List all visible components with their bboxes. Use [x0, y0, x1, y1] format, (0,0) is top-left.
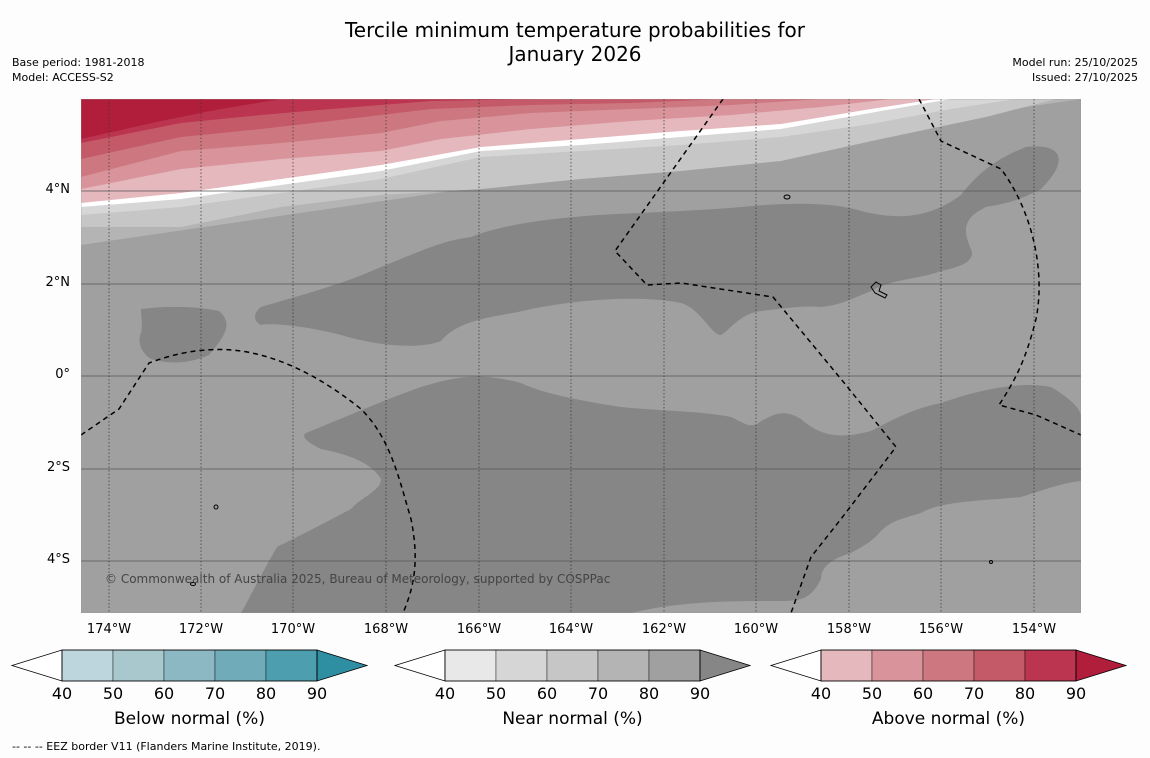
- colorbar-label-near: Near normal (%): [502, 709, 643, 729]
- near-normal-90-central-region: [255, 146, 1059, 346]
- x-tick-164w: 164°W: [548, 622, 594, 637]
- colorbar-label-below: Below normal (%): [114, 709, 265, 729]
- title-line-1: Tercile minimum temperature probabilitie…: [344, 18, 806, 42]
- colorbar-segment: [546, 649, 599, 682]
- colorbar-high-extension: [699, 649, 752, 682]
- colorbar-tick-label: 50: [861, 684, 883, 703]
- colorbar-high-extension: [1075, 649, 1128, 682]
- meridians: [108, 99, 1035, 613]
- model-text: Model: ACCESS-S2: [12, 71, 114, 84]
- colorbar-above-normal: [769, 649, 1128, 682]
- graticule: [81, 190, 1081, 562]
- copyright-text: © Commonwealth of Australia 2025, Bureau…: [105, 572, 610, 586]
- colorbar-high-extension: [316, 649, 369, 682]
- colorbar-below-normal: [10, 649, 369, 682]
- island: [989, 560, 993, 564]
- y-tick-2s: 2°S: [46, 460, 70, 475]
- colorbar-tick-label: 70: [204, 684, 226, 703]
- colorbars: [10, 649, 1128, 682]
- y-tick-0: 0°: [55, 367, 70, 382]
- eez-footnote: -- -- -- EEZ border V11 (Flanders Marine…: [12, 740, 321, 753]
- colorbar-segment: [444, 649, 497, 682]
- x-tick-168w: 168°W: [363, 622, 409, 637]
- x-tick-158w: 158°W: [826, 622, 872, 637]
- near-normal-90-western-blob: [139, 306, 227, 363]
- island: [213, 504, 219, 510]
- colorbar-tick-label: 90: [689, 684, 711, 703]
- eez-borders: [81, 99, 1081, 613]
- title-line-2: January 2026: [508, 42, 642, 66]
- y-tick-2n: 2°N: [45, 275, 71, 290]
- eez-border-east: [918, 99, 1081, 436]
- colorbar-tick-label: 60: [153, 684, 175, 703]
- colorbar-low-extension: [10, 649, 63, 682]
- colorbar-segment: [265, 649, 318, 682]
- issued-text: Issued: 27/10/2025: [1031, 71, 1138, 84]
- colorbar-tick-label: 80: [1014, 684, 1036, 703]
- probability-map: © Commonwealth of Australia 2025, Bureau…: [81, 99, 1081, 613]
- colorbar-outline: [61, 649, 318, 682]
- x-tick-172w: 172°W: [178, 622, 224, 637]
- near-normal-90-southern-region: [241, 376, 1081, 613]
- colorbar-tick-label: 60: [912, 684, 934, 703]
- y-tick-4s: 4°S: [46, 552, 70, 567]
- colorbar-segment: [163, 649, 216, 682]
- colorbar-segment: [1024, 649, 1077, 682]
- x-tick-170w: 170°W: [270, 622, 316, 637]
- colorbar-segment: [214, 649, 267, 682]
- colorbar-segment: [61, 649, 114, 682]
- colorbar-segment: [597, 649, 650, 682]
- colorbar-tick-label: 80: [255, 684, 277, 703]
- colorbar-tick-label: 40: [434, 684, 456, 703]
- colorbar-tick-label: 80: [638, 684, 660, 703]
- base-period-text: Base period: 1981-2018: [12, 56, 145, 69]
- meta-left: Base period: 1981-2018 Model: ACCESS-S2: [12, 55, 144, 85]
- colorbar-tick-label: 70: [587, 684, 609, 703]
- x-tick-154w: 154°W: [1011, 622, 1057, 637]
- island: [870, 281, 888, 299]
- eez-border-central: [614, 99, 897, 613]
- x-tick-174w: 174°W: [86, 622, 132, 637]
- colorbar-tick-label: 70: [963, 684, 985, 703]
- island: [783, 194, 791, 200]
- colorbar-segment: [495, 649, 548, 682]
- colorbar-low-extension: [393, 649, 446, 682]
- colorbar-tick-label: 90: [1065, 684, 1087, 703]
- colorbar-tick-label: 90: [306, 684, 328, 703]
- colorbar-near-normal: [393, 649, 752, 682]
- colorbar-low-extension: [769, 649, 822, 682]
- colorbar-segment: [112, 649, 165, 682]
- colorbar-tick-label: 50: [102, 684, 124, 703]
- colorbar-tick-label: 50: [485, 684, 507, 703]
- colorbar-tick-label: 60: [536, 684, 558, 703]
- x-tick-162w: 162°W: [641, 622, 687, 637]
- colorbar-segment: [922, 649, 975, 682]
- x-tick-166w: 166°W: [456, 622, 502, 637]
- y-tick-4n: 4°N: [45, 182, 71, 197]
- model-run-text: Model run: 25/10/2025: [1012, 56, 1138, 69]
- x-tick-160w: 160°W: [733, 622, 779, 637]
- colorbar-outline: [444, 649, 701, 682]
- chart-title: Tercile minimum temperature probabilitie…: [0, 18, 1150, 66]
- colorbar-label-above: Above normal (%): [871, 709, 1026, 729]
- colorbar-segment: [871, 649, 924, 682]
- meta-right: Model run: 25/10/2025 Issued: 27/10/2025: [1012, 55, 1138, 85]
- colorbar-segment: [973, 649, 1026, 682]
- colorbar-tick-label: 40: [810, 684, 832, 703]
- islands: [190, 194, 993, 586]
- above-normal-90-band: [81, 99, 281, 139]
- x-tick-156w: 156°W: [918, 622, 964, 637]
- colorbar-segment: [820, 649, 873, 682]
- colorbar-segment: [648, 649, 701, 682]
- colorbar-outline: [820, 649, 1077, 682]
- colorbar-tick-label: 40: [51, 684, 73, 703]
- island: [190, 582, 196, 586]
